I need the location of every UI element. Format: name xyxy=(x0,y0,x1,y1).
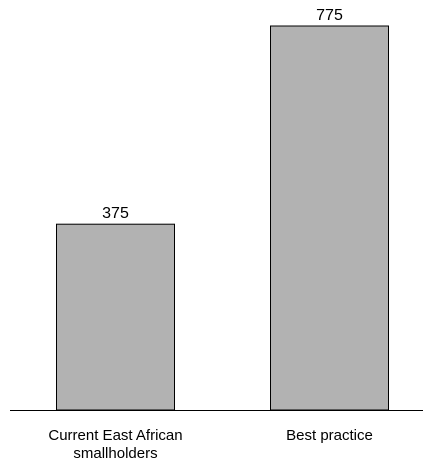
category-label-1: Current East African smallholders xyxy=(48,427,182,462)
bars-layer xyxy=(56,25,389,411)
labels-layer: 375 Current East African smallholders 775 Be… xyxy=(48,7,372,462)
bar-2 xyxy=(270,25,389,411)
bar-value-label-2: 775 xyxy=(316,7,343,24)
bar-value-label-1: 375 xyxy=(102,205,129,222)
category-label-2: Best practice xyxy=(286,427,373,444)
bar-1 xyxy=(56,223,175,411)
